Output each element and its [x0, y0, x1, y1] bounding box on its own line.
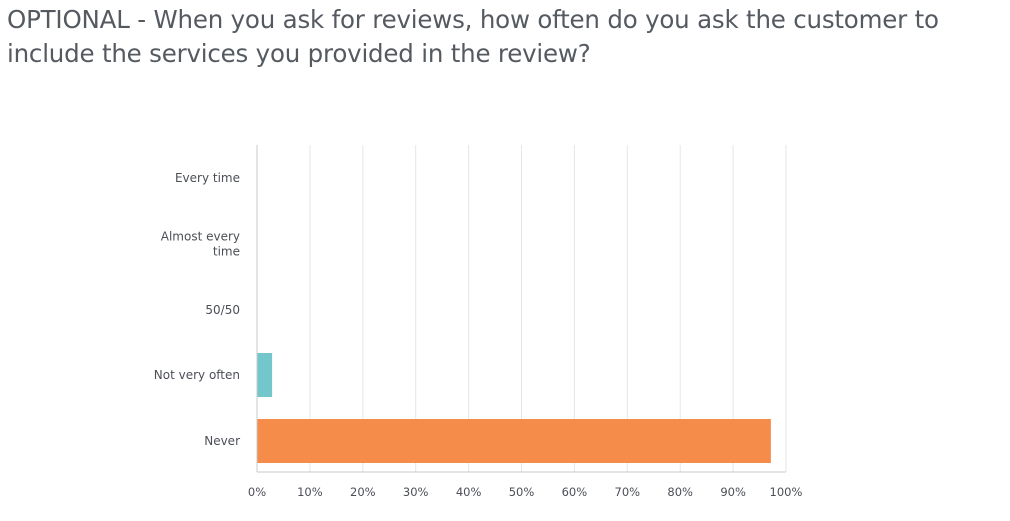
x-tick-label-100: 100% [770, 485, 803, 499]
x-tick-label-10: 10% [297, 485, 323, 499]
category-label: Not very often [154, 368, 240, 382]
x-tick-label-30: 30% [403, 485, 429, 499]
category-label-line: 50/50 [205, 303, 240, 317]
bar-never [257, 419, 771, 463]
category-labels: Every time Almost every time 50/50 Not very … [154, 171, 240, 448]
x-tick-labels: 0% 10% 20% 30% 40% 50% 60% 70% 80% 90% 100% [248, 485, 803, 499]
category-label-line: Never [204, 434, 240, 448]
bar-not-very-often [257, 353, 273, 397]
category-label-line: Almost every [161, 230, 240, 244]
x-tick-label-0: 0% [248, 485, 266, 499]
x-tick-label-50: 50% [509, 485, 535, 499]
x-tick-label-90: 90% [720, 485, 746, 499]
axes [256, 145, 786, 473]
x-tick-label-70: 70% [615, 485, 641, 499]
bars [257, 353, 771, 463]
question-title: OPTIONAL - When you ask for reviews, how… [7, 5, 939, 68]
category-label-line: Not very often [154, 368, 240, 382]
x-tick-label-40: 40% [456, 485, 482, 499]
category-label-line: time [213, 245, 240, 259]
x-tick-label-60: 60% [562, 485, 588, 499]
category-label: Never [204, 434, 240, 448]
x-tick-label-20: 20% [350, 485, 376, 499]
category-label: Almost every time [161, 230, 240, 259]
category-label: 50/50 [205, 303, 240, 317]
category-label: Every time [175, 171, 240, 185]
grid-lines [309, 145, 787, 472]
x-tick-label-80: 80% [667, 485, 693, 499]
category-label-line: Every time [175, 171, 240, 185]
